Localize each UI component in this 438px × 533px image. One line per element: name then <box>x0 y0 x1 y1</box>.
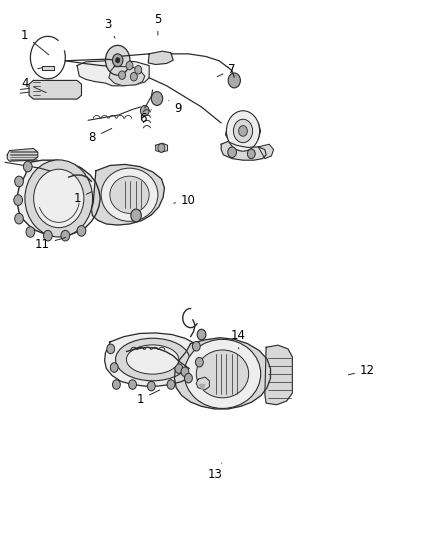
Circle shape <box>14 213 23 224</box>
Text: 12: 12 <box>348 364 375 377</box>
Polygon shape <box>17 160 100 236</box>
Circle shape <box>247 149 255 159</box>
Circle shape <box>228 147 237 158</box>
Circle shape <box>26 227 35 237</box>
Circle shape <box>116 58 120 63</box>
Ellipse shape <box>34 169 84 228</box>
Circle shape <box>129 379 137 389</box>
Circle shape <box>239 126 247 136</box>
Polygon shape <box>196 377 209 390</box>
Text: 9: 9 <box>169 101 181 115</box>
Circle shape <box>233 119 253 143</box>
Polygon shape <box>221 142 266 160</box>
Text: 1: 1 <box>21 29 49 55</box>
Circle shape <box>126 61 133 70</box>
Circle shape <box>119 71 126 79</box>
Ellipse shape <box>196 350 249 398</box>
Polygon shape <box>155 143 167 152</box>
Circle shape <box>175 364 183 373</box>
Circle shape <box>226 111 260 151</box>
Polygon shape <box>109 67 145 86</box>
Polygon shape <box>92 165 164 225</box>
Circle shape <box>77 225 86 236</box>
Text: 14: 14 <box>231 329 246 349</box>
Circle shape <box>113 379 120 389</box>
Polygon shape <box>174 338 271 409</box>
Circle shape <box>158 144 165 152</box>
Text: 7: 7 <box>217 63 236 77</box>
Circle shape <box>192 342 200 351</box>
Circle shape <box>14 195 22 205</box>
Circle shape <box>113 54 123 67</box>
Polygon shape <box>7 149 38 161</box>
Text: 11: 11 <box>35 238 66 251</box>
Polygon shape <box>29 80 81 99</box>
Text: 8: 8 <box>89 128 112 144</box>
Circle shape <box>151 92 162 106</box>
Text: 13: 13 <box>207 463 222 481</box>
Text: 1: 1 <box>73 192 92 205</box>
Circle shape <box>195 358 203 367</box>
Circle shape <box>228 73 240 88</box>
Polygon shape <box>148 51 173 64</box>
Circle shape <box>14 176 23 187</box>
Ellipse shape <box>116 338 190 381</box>
Polygon shape <box>42 66 54 70</box>
Circle shape <box>106 45 130 75</box>
Polygon shape <box>105 333 202 386</box>
Circle shape <box>181 367 189 376</box>
Circle shape <box>107 344 115 354</box>
Circle shape <box>167 379 175 389</box>
Ellipse shape <box>184 340 261 408</box>
Circle shape <box>141 106 149 116</box>
Circle shape <box>61 230 70 241</box>
Circle shape <box>23 161 32 172</box>
Circle shape <box>131 209 141 222</box>
Circle shape <box>184 373 192 383</box>
Text: 1: 1 <box>137 390 160 406</box>
Circle shape <box>43 230 52 241</box>
Ellipse shape <box>110 176 149 213</box>
Circle shape <box>148 381 155 391</box>
Text: 5: 5 <box>154 13 162 35</box>
Polygon shape <box>226 118 261 147</box>
Ellipse shape <box>25 160 92 237</box>
Text: 10: 10 <box>174 193 196 207</box>
Ellipse shape <box>101 168 158 221</box>
Circle shape <box>131 72 138 81</box>
Polygon shape <box>265 345 292 405</box>
Circle shape <box>135 66 142 74</box>
Text: 3: 3 <box>104 18 115 38</box>
Ellipse shape <box>127 345 179 374</box>
Circle shape <box>110 363 118 372</box>
Text: 4: 4 <box>21 77 46 93</box>
Polygon shape <box>77 60 149 86</box>
Text: 6: 6 <box>139 110 151 125</box>
Polygon shape <box>199 384 205 390</box>
Polygon shape <box>258 144 274 159</box>
Circle shape <box>197 329 206 340</box>
